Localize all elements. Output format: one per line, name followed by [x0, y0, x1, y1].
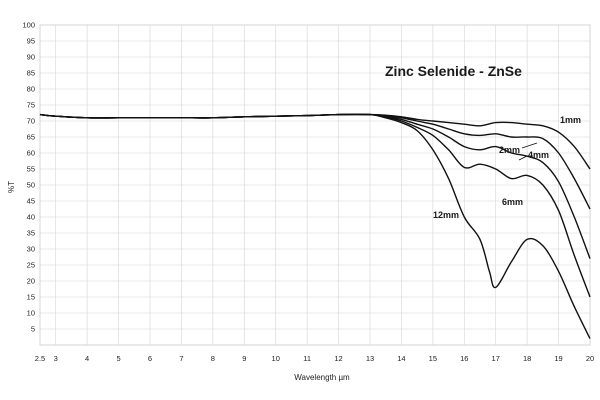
- series-label-12mm: 12mm: [433, 210, 459, 220]
- x-tick-label: 3: [54, 354, 58, 363]
- x-tick-label: 16: [460, 354, 468, 363]
- x-tick-label: 19: [554, 354, 562, 363]
- y-axis-label: %T: [7, 181, 16, 193]
- x-tick-label: 15: [429, 354, 437, 363]
- y-tick-label: 10: [27, 309, 35, 318]
- x-tick-label: 14: [397, 354, 405, 363]
- series-label-6mm: 6mm: [502, 197, 523, 207]
- x-tick-label: 2.5: [35, 354, 45, 363]
- series-label-1mm: 1mm: [560, 115, 581, 125]
- x-tick-labels: 2.5 3 4 5 6 7 8 9 10 11 12 13 14 15 16 17 18 19 20: [35, 354, 594, 363]
- y-tick-label: 85: [27, 69, 35, 78]
- x-tick-label: 12: [334, 354, 342, 363]
- y-tick-label: 45: [27, 197, 35, 206]
- series-line-12mm: [39, 113, 591, 339]
- y-tick-label: 15: [27, 293, 35, 302]
- y-tick-label: 95: [27, 37, 35, 46]
- y-tick-label: 60: [27, 149, 35, 158]
- x-tick-label: 10: [272, 354, 280, 363]
- x-tick-label: 9: [242, 354, 246, 363]
- series-labels: 1mm 2mm 4mm 6mm 12mm: [433, 115, 581, 220]
- y-tick-labels: 5 10 15 20 25 30 35 40 45 50 55 60 65 70 75 80 85 90 95 100: [22, 21, 35, 334]
- x-tick-label: 6: [148, 354, 152, 363]
- x-tick-label: 5: [116, 354, 120, 363]
- x-tick-label: 17: [492, 354, 500, 363]
- y-tick-label: 100: [22, 21, 35, 30]
- series-lines: [39, 113, 591, 339]
- series-label-4mm: 4mm: [528, 150, 549, 160]
- y-tick-label: 65: [27, 133, 35, 142]
- y-tick-label: 35: [27, 229, 35, 238]
- y-tick-label: 30: [27, 245, 35, 254]
- leader-arrow-2mm: [521, 142, 538, 149]
- y-tick-label: 75: [27, 101, 35, 110]
- x-tick-label: 8: [211, 354, 215, 363]
- y-tick-label: 55: [27, 165, 35, 174]
- x-axis-label: Wavelength µm: [294, 373, 350, 382]
- x-tick-label: 7: [179, 354, 183, 363]
- x-tick-label: 13: [366, 354, 374, 363]
- y-tick-label: 25: [27, 261, 35, 270]
- y-tick-label: 90: [27, 53, 35, 62]
- x-tick-label: 4: [85, 354, 89, 363]
- chart-title: Zinc Selenide - ZnSe: [385, 63, 522, 79]
- series-label-2mm: 2mm: [499, 145, 520, 155]
- y-tick-label: 40: [27, 213, 35, 222]
- y-tick-label: 70: [27, 117, 35, 126]
- grid-lines: [39, 24, 591, 345]
- x-tick-label: 20: [586, 354, 594, 363]
- y-tick-label: 5: [31, 325, 35, 334]
- x-tick-label: 11: [303, 354, 311, 363]
- x-tick-label: 18: [523, 354, 531, 363]
- y-tick-label: 80: [27, 85, 35, 94]
- y-tick-label: 20: [27, 277, 35, 286]
- y-tick-label: 50: [27, 181, 35, 190]
- leader-arrow-4mm: [518, 155, 528, 161]
